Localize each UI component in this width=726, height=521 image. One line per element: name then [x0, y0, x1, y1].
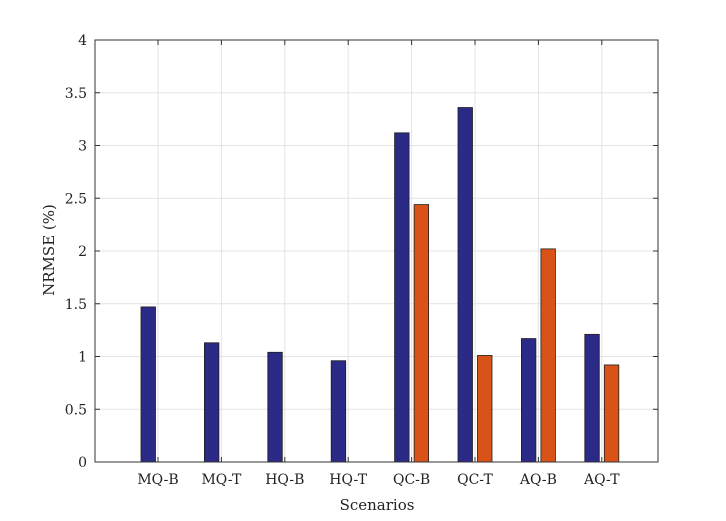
bar-s1-aq-t: [603, 364, 620, 463]
grid: [95, 40, 658, 462]
y-axis-ticks: 0 0.5 1 1.5 2 2.5 3 3.5 4: [65, 33, 658, 471]
y-tick-label-5: 2.5: [65, 191, 87, 207]
y-tick-label-8: 4: [78, 33, 87, 49]
x-tick-label-6: AQ-B: [519, 472, 557, 488]
x-tick-label-4: QC-B: [393, 472, 430, 488]
x-tick-label-0: MQ-B: [137, 472, 178, 488]
bar-s0-mq-t: [203, 342, 220, 463]
y-axis-label: NRMSE (%): [40, 204, 58, 296]
bar-s0-aq-b: [521, 338, 537, 463]
y-tick-label-0: 0: [78, 455, 87, 471]
x-tick-label-2: HQ-B: [265, 472, 304, 488]
bar-s0-hq-b: [267, 351, 283, 463]
x-tick-label-1: MQ-T: [201, 472, 242, 488]
y-tick-label-2: 1: [78, 350, 87, 366]
x-tick-label-3: HQ-T: [329, 472, 367, 488]
bar-s0-hq-t: [330, 360, 347, 463]
x-tick-label-7: AQ-T: [583, 472, 620, 488]
bar-s0-mq-b: [140, 306, 156, 463]
bar-s0-aq-t: [584, 333, 600, 463]
x-axis-label: Scenarios: [340, 496, 415, 514]
x-tick-label-5: QC-T: [457, 472, 493, 488]
y-tick-label-7: 3.5: [65, 86, 87, 102]
bar-s0-qc-t: [457, 107, 473, 463]
y-tick-label-3: 1.5: [65, 297, 87, 313]
bar-s1-qc-t: [477, 355, 493, 463]
bar-s0-qc-b: [394, 132, 410, 463]
x-axis-ticks: MQ-B MQ-T HQ-B HQ-T QC-B QC-T AQ-B AQ-T: [137, 40, 620, 488]
y-tick-label-1: 0.5: [65, 402, 87, 418]
y-tick-label-4: 2: [78, 244, 87, 260]
y-tick-label-6: 3: [78, 139, 87, 155]
bar-s1-qc-b: [413, 204, 430, 463]
bar-s1-aq-b: [540, 248, 556, 463]
